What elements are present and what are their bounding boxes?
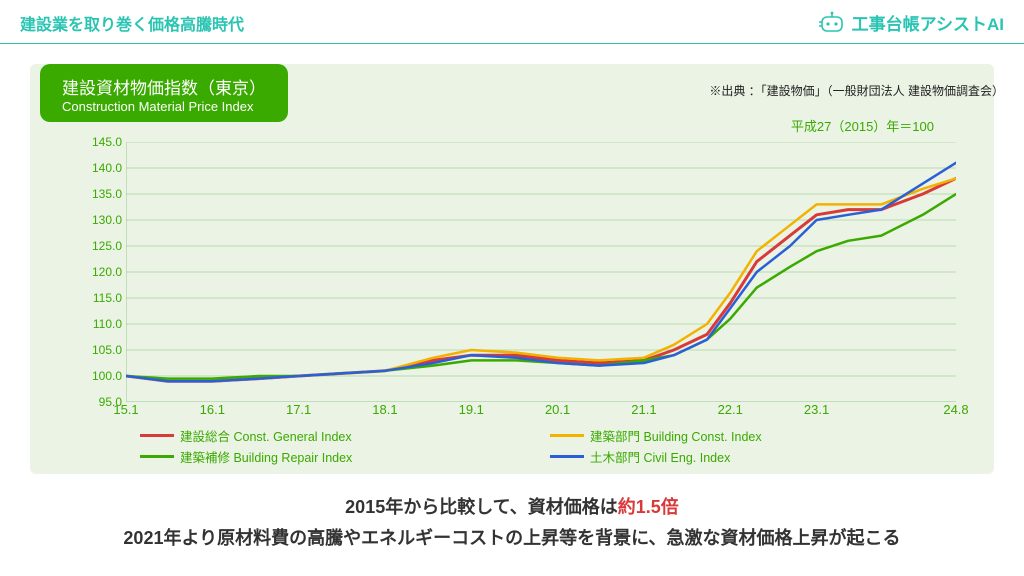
y-tick-label: 100.0: [72, 369, 122, 383]
x-tick-label: 21.1: [631, 402, 656, 417]
y-tick-label: 135.0: [72, 187, 122, 201]
chart-title-en: Construction Material Price Index: [62, 99, 266, 114]
y-axis-ticks: 145.0140.0135.0130.0125.0120.0115.0110.0…: [72, 142, 122, 402]
legend-swatch: [550, 434, 584, 437]
x-axis-ticks: 15.116.117.118.119.120.121.122.123.124.8: [126, 402, 956, 422]
y-tick-label: 105.0: [72, 343, 122, 357]
legend-item-building: 建築部門 Building Const. Index: [550, 426, 960, 445]
caption-emphasis: 約1.5倍: [618, 497, 679, 517]
x-tick-label: 23.1: [804, 402, 829, 417]
y-tick-label: 115.0: [72, 291, 122, 305]
brand-label: 工事台帳アシストAI: [852, 10, 1004, 35]
caption-line-1: 2015年から比較して、資材価格は約1.5倍: [20, 492, 1004, 523]
source-note: ※出典 ：「建設物価」（一般財団法人 建設物価調査会）: [709, 82, 1004, 99]
x-tick-label: 22.1: [718, 402, 743, 417]
baseline-note: 平成27（2015）年＝100: [791, 116, 934, 135]
y-tick-label: 140.0: [72, 161, 122, 175]
x-tick-label: 24.8: [943, 402, 968, 417]
x-tick-label: 19.1: [459, 402, 484, 417]
legend-label: 建設総合 Const. General Index: [180, 426, 352, 445]
legend-item-repair: 建築補修 Building Repair Index: [140, 447, 550, 466]
robot-icon: [818, 11, 846, 35]
x-tick-label: 17.1: [286, 402, 311, 417]
legend: 建設総合 Const. General Index 建築部門 Building C…: [140, 426, 960, 468]
caption-line-1-pre: 2015年から比較して、資材価格は: [345, 497, 618, 517]
x-tick-label: 18.1: [372, 402, 397, 417]
x-tick-label: 15.1: [113, 402, 138, 417]
y-tick-label: 125.0: [72, 239, 122, 253]
y-tick-label: 120.0: [72, 265, 122, 279]
legend-label: 建築補修 Building Repair Index: [180, 447, 352, 466]
legend-swatch: [550, 455, 584, 458]
series-general: [126, 178, 956, 381]
legend-swatch: [140, 455, 174, 458]
chart-title-badge: 建設資材物価指数（東京） Construction Material Price…: [40, 64, 288, 122]
legend-label: 土木部門 Civil Eng. Index: [590, 447, 730, 466]
chart-panel: 建設資材物価指数（東京） Construction Material Price…: [30, 64, 994, 474]
series-building: [126, 178, 956, 381]
y-tick-label: 145.0: [72, 135, 122, 149]
x-tick-label: 20.1: [545, 402, 570, 417]
series-repair: [126, 194, 956, 379]
legend-swatch: [140, 434, 174, 437]
legend-label: 建築部門 Building Const. Index: [590, 426, 762, 445]
page-header: 建設業を取り巻く価格高騰時代 工事台帳アシストAI: [0, 0, 1024, 44]
legend-item-general: 建設総合 Const. General Index: [140, 426, 550, 445]
page-title: 建設業を取り巻く価格高騰時代: [20, 11, 244, 35]
caption-line-2: 2021年より原材料費の高騰やエネルギーコストの上昇等を背景に、急激な資材価格上…: [20, 523, 1004, 554]
x-tick-label: 16.1: [200, 402, 225, 417]
y-tick-label: 110.0: [72, 317, 122, 331]
chart-svg: [126, 142, 956, 402]
brand: 工事台帳アシストAI: [818, 10, 1004, 35]
plot-area: [126, 142, 956, 402]
caption: 2015年から比較して、資材価格は約1.5倍 2021年より原材料費の高騰やエネ…: [0, 492, 1024, 553]
legend-item-civil: 土木部門 Civil Eng. Index: [550, 447, 960, 466]
chart-title-jp: 建設資材物価指数（東京）: [62, 74, 266, 99]
y-tick-label: 130.0: [72, 213, 122, 227]
